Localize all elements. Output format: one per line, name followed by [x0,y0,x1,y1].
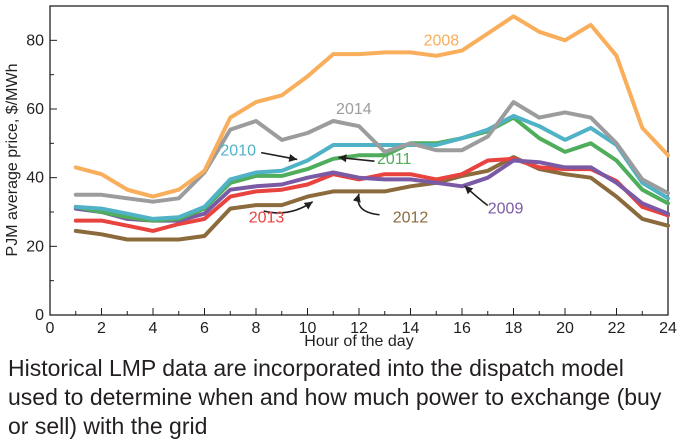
x-tick-label: 8 [252,320,261,337]
y-tick-label: 20 [26,238,44,255]
x-tick-label: 4 [149,320,158,337]
series-label-2010: 2010 [220,142,256,159]
x-axis-title: Hour of the day [304,333,413,350]
x-tick-label: 12 [350,320,368,337]
series-layer [73,14,670,242]
series-labels-layer: 2012 2013 2009 2011 2010 2014 2008 [220,32,523,226]
label-arrowhead-2009 [464,185,474,195]
series-label-2009: 2009 [488,201,524,218]
series-label-2008: 2008 [424,32,460,49]
figure-caption: Historical LMP data are incorporated int… [8,355,662,439]
x-tick-label: 18 [505,320,523,337]
series-line-2014 [73,100,670,204]
label-leader-2012 [357,193,380,216]
y-tick-label: 0 [35,307,44,324]
x-tick-label: 2 [97,320,106,337]
x-tick-label: 14 [402,320,420,337]
label-arrowhead-2010 [288,154,298,162]
series-line-2010 [73,113,670,221]
x-tick-label: 6 [200,320,209,337]
series-label-2012: 2012 [393,209,429,226]
x-tick-label: 24 [659,320,677,337]
series-line-2012 [73,155,670,242]
x-tick-label: 10 [299,320,317,337]
y-tick-label: 40 [26,170,44,187]
series-label-2013: 2013 [249,209,285,226]
series-label-2011: 2011 [377,151,412,168]
label-arrowhead-2013 [303,201,313,210]
series-line-2008 [73,14,670,199]
label-arrowhead-2011 [338,154,347,163]
x-tick-label: 20 [556,320,574,337]
y-axis-title: PJM average price, $/MWh [4,64,21,257]
label-arrowhead-2012 [352,193,361,203]
x-tick-label: 16 [453,320,471,337]
series-label-2014: 2014 [336,101,372,118]
x-tick-label: 0 [46,320,55,337]
x-tick-label: 22 [608,320,626,337]
y-tick-label: 80 [26,32,44,49]
y-tick-label: 60 [26,101,44,118]
